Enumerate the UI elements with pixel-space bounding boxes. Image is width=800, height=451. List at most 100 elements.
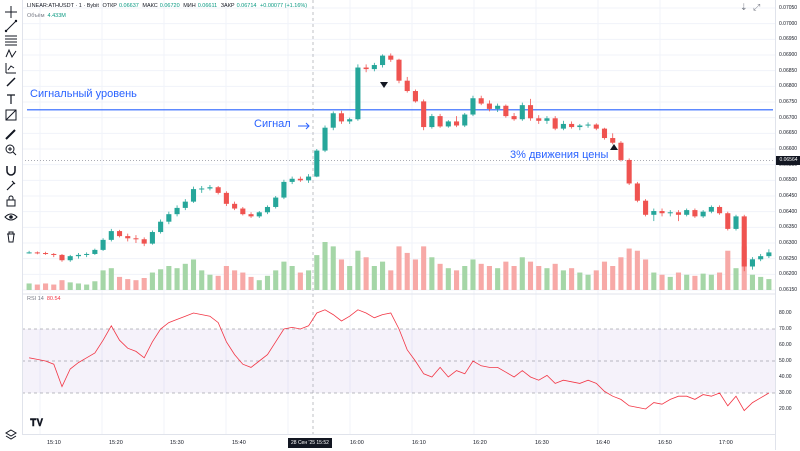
volume-bar [725,250,731,290]
text-icon[interactable] [4,92,18,106]
fullscreen-icon[interactable]: ⤢ [753,2,761,12]
volume-bar [116,276,123,290]
volume-bar [289,266,295,290]
price-axis[interactable]: 0.07050 0.07000 0.06950 0.06900 0.06850 0.068… [775,0,800,450]
volume-bar [634,250,640,290]
price-tick-label: 0.06800 [779,83,798,90]
volume-bar [51,284,57,290]
volume-bar [396,246,402,290]
volume-legend[interactable]: Объём 4.433M [27,13,66,19]
candle-body [437,116,443,127]
candle-body [601,128,608,139]
rsi-tick-label: 50.00 [779,358,792,364]
scroll-down-icon[interactable]: ⇣ [740,2,748,12]
volume-bar [347,266,353,290]
volume-bar [569,268,575,290]
price-tick-label: 0.06450 [779,193,798,199]
volume-bar [84,284,90,290]
volume-bar [207,274,213,290]
trend-line-icon[interactable] [4,19,18,33]
signal-label: Сигнал [254,118,291,130]
projection-icon[interactable] [4,61,18,75]
volume-bar [149,272,155,290]
candle-body [626,159,632,184]
price-tick-label: 0.06250 [779,255,798,262]
price-tick-label: 0.06700 [779,114,798,121]
crosshair-time-label: 28 Сен '25 15:52 [288,438,332,448]
candle-body [634,183,640,201]
candle-body [560,123,566,129]
buy-marker-icon [610,144,618,150]
volume-bar [421,246,427,290]
close-label: ЗАКР [220,3,235,9]
fib-retracement-icon[interactable] [4,33,18,47]
candle-body [166,214,172,222]
candle-body [289,178,295,182]
volume-bar [643,259,649,290]
volume-bar [527,261,534,290]
time-axis[interactable]: 15:10 15:20 15:30 15:40 16:00 16:10 16:20 16:30… [22,434,775,451]
volume-bar [437,263,443,290]
volume-bar [659,274,665,290]
volume-bar [503,261,509,290]
candle-body [585,124,591,126]
rsi-tick-label: 20.00 [779,406,792,412]
candle-body [511,116,517,120]
candle-body [643,200,649,215]
volume-bar [174,268,180,290]
rsi-legend[interactable]: RSI 14 80.54 [27,296,61,302]
candle-body [59,254,65,261]
magnet-icon[interactable] [4,163,18,177]
candle-body [67,256,73,261]
candle-body [92,249,98,254]
volume-bar [330,246,336,290]
candle-body [429,116,435,128]
high-value: 0.06720 [159,3,180,9]
volume-bar [223,266,229,290]
time-tick-label: 15:40 [232,440,246,446]
stay-in-drawing-icon[interactable] [4,178,18,192]
time-tick-label: 16:30 [535,440,549,446]
volume-bar [470,259,476,290]
candle-body [322,127,328,151]
layers-icon[interactable] [4,428,18,442]
signal-level-label: Сигнальный уровень [30,88,137,100]
candle-body [462,114,468,126]
volume-bar [248,276,254,290]
pattern-icon[interactable] [4,47,18,61]
volume-bar [618,257,624,290]
price-tick-label: 0.06350 [779,224,798,231]
volume-bar [626,248,632,290]
volume-bar [264,275,271,290]
candle-body [749,259,755,267]
volume-bar [232,270,238,290]
price-move-label: 3% движения цены [510,149,609,161]
brush-icon[interactable] [4,75,18,89]
candle-body [141,239,147,244]
measure-icon[interactable] [4,108,18,122]
candle-body [536,118,542,121]
symbol-name[interactable]: LINEAR:ATHUSDT · 1 · Bybit [27,3,99,9]
volume-bar [684,274,690,290]
lock-icon[interactable] [4,194,18,208]
crosshair-icon[interactable] [4,5,18,19]
volume-bar [141,278,147,290]
candle-body [684,210,690,215]
signal-arrow-icon [298,122,310,130]
volume-bar [601,261,608,290]
price-tick-label: 0.06400 [779,208,798,215]
volume-bar [766,279,772,290]
candle-body [355,67,361,120]
ruler-icon[interactable] [4,128,18,142]
candle-body [215,187,221,193]
candle-body [281,181,287,198]
rsi-band [22,329,775,393]
volume-bar [199,270,205,290]
low-label: МИН [183,3,196,9]
zoom-icon[interactable] [4,143,18,157]
eye-icon[interactable] [4,210,18,224]
candle-body [371,65,377,70]
candle-body [577,125,583,128]
trash-icon[interactable] [4,230,18,244]
